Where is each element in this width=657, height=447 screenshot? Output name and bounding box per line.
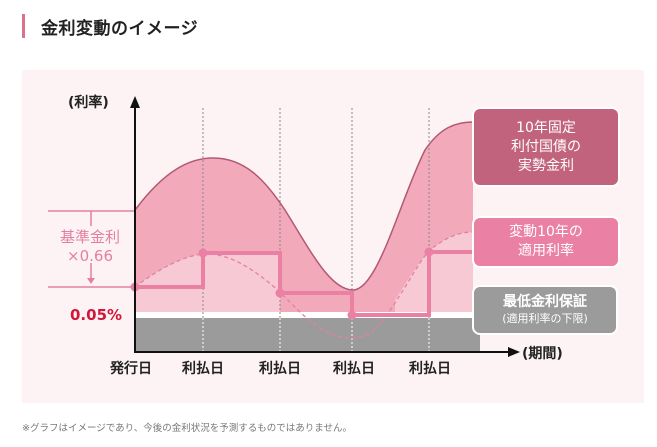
payment-date-gridlines <box>202 108 430 318</box>
legend-jgb-rate: 10年固定 利付国債の 実勢金利 <box>472 107 620 187</box>
applied-rate-area-4 <box>203 254 280 292</box>
down-arrow-icon <box>87 278 95 284</box>
base-rate-bracket <box>48 210 135 288</box>
min-rate-floor-band <box>135 318 480 352</box>
applied-rate-step-line <box>135 250 473 317</box>
section-heading: 金利変動のイメージ <box>22 14 199 39</box>
legend-applied-rate: 変動10年の 適用利率 <box>472 216 620 268</box>
page-title: 金利変動のイメージ <box>41 18 199 39</box>
y-axis-arrow-icon <box>130 96 140 108</box>
x-tick-issue-date: 発行日 <box>110 361 152 377</box>
x-tick-payment-date: 利払日 <box>182 361 224 377</box>
applied-rate-area <box>135 253 280 312</box>
min-rate-annotation: 0.05% <box>70 306 123 324</box>
x-axis-arrow-icon <box>508 347 520 357</box>
y-axis-label: (利率) <box>68 95 109 111</box>
step-points <box>130 247 434 320</box>
x-axis-label: (期間) <box>522 346 563 362</box>
x-tick-payment-date: 利払日 <box>259 361 301 377</box>
x-tick-payment-date: 利払日 <box>333 361 375 377</box>
applied-rate-area-2 <box>280 292 352 312</box>
jgb-rate-curve <box>134 121 474 291</box>
disclaimer-note: ※グラフはイメージであり、今後の金利状況を予測するものではありません。 <box>22 423 353 434</box>
base-rate-annotation: 基準金利 ×0.66 <box>59 228 120 265</box>
heading-accent-bar <box>22 14 25 38</box>
x-tick-payment-date: 利払日 <box>409 361 451 377</box>
legend-min-rate-guarantee: 最低金利保証 (適用利率の下限) <box>472 285 618 335</box>
